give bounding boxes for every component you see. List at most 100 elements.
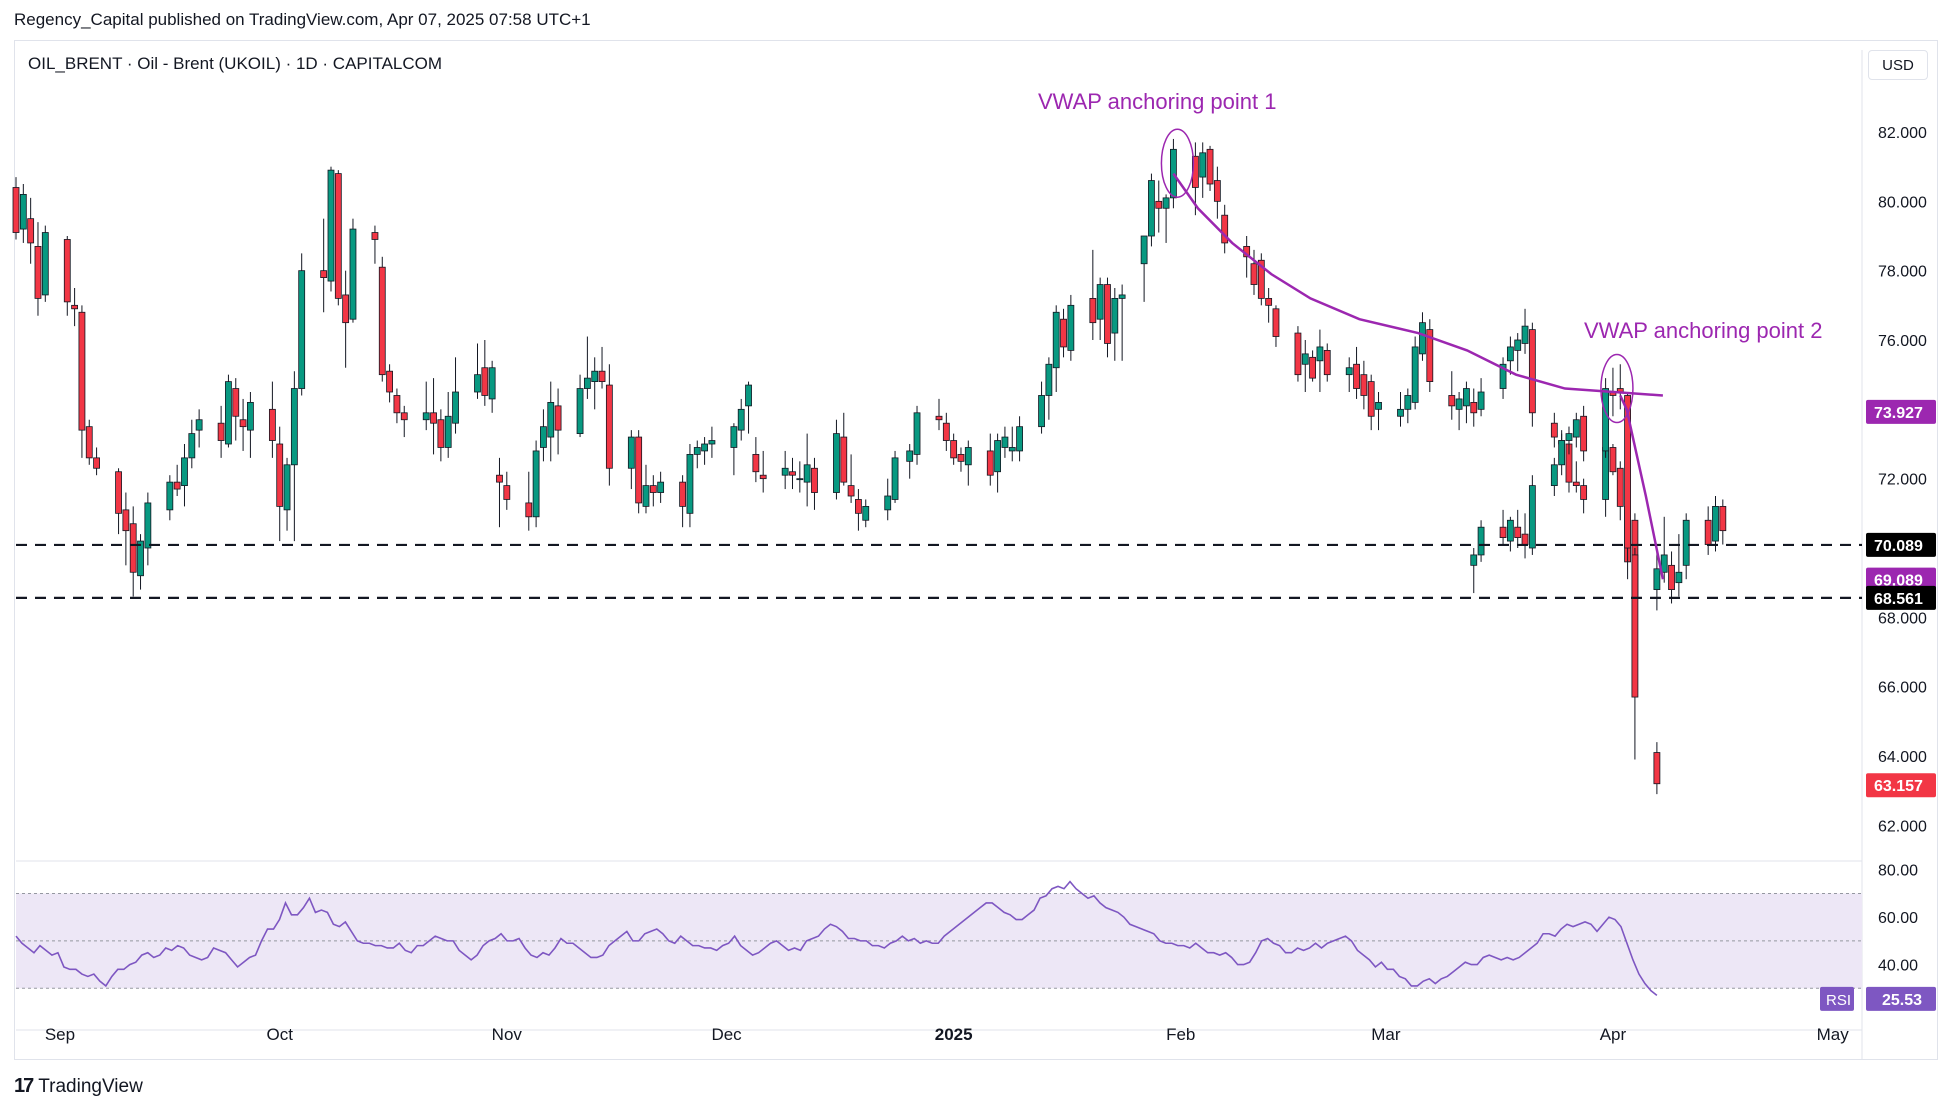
candle-body[interactable]: [1089, 297, 1097, 324]
candle-body[interactable]: [188, 433, 196, 459]
candle-body[interactable]: [730, 426, 738, 448]
candle-body[interactable]: [855, 499, 862, 514]
candle-body[interactable]: [950, 440, 958, 459]
candle-body[interactable]: [1367, 381, 1375, 417]
candle-body[interactable]: [1104, 284, 1111, 344]
candle-body[interactable]: [1506, 346, 1514, 362]
candle-body[interactable]: [452, 391, 459, 424]
candle-body[interactable]: [598, 370, 606, 383]
candle-body[interactable]: [1213, 180, 1221, 202]
vwap-line-1[interactable]: [1172, 172, 1663, 397]
candle-body[interactable]: [1477, 391, 1485, 410]
candle-body[interactable]: [1345, 367, 1353, 376]
candle-body[interactable]: [78, 311, 86, 431]
candle-body[interactable]: [1111, 297, 1119, 334]
candle-body[interactable]: [129, 523, 137, 573]
candle-body[interactable]: [1528, 329, 1536, 414]
candle-body[interactable]: [1140, 235, 1148, 265]
candle-body[interactable]: [1448, 395, 1456, 407]
candle-body[interactable]: [1301, 353, 1309, 365]
candle-body[interactable]: [1624, 395, 1631, 549]
candle-body[interactable]: [803, 464, 811, 483]
candle-body[interactable]: [957, 453, 965, 462]
candle-body[interactable]: [63, 239, 71, 303]
candle-body[interactable]: [27, 218, 35, 244]
currency-button[interactable]: USD: [1868, 50, 1928, 80]
candle-body[interactable]: [232, 388, 240, 417]
candle-body[interactable]: [935, 415, 943, 421]
candle-body[interactable]: [430, 412, 437, 424]
candle-body[interactable]: [759, 474, 767, 480]
candle-body[interactable]: [474, 374, 481, 393]
candle-body[interactable]: [1558, 440, 1566, 466]
candle-body[interactable]: [1719, 505, 1727, 532]
candle-body[interactable]: [781, 467, 789, 476]
candle-body[interactable]: [701, 443, 708, 452]
candle-body[interactable]: [583, 377, 591, 389]
candle-body[interactable]: [225, 381, 232, 445]
candle-body[interactable]: [1426, 329, 1434, 383]
candle-body[interactable]: [847, 485, 855, 497]
candle-body[interactable]: [796, 478, 804, 481]
candle-body[interactable]: [239, 419, 247, 428]
candle-body[interactable]: [1521, 325, 1529, 344]
candle-body[interactable]: [1653, 568, 1661, 590]
candle-body[interactable]: [1572, 419, 1580, 438]
candle-body[interactable]: [547, 401, 555, 438]
candle-body[interactable]: [1580, 415, 1588, 452]
candle-body[interactable]: [986, 450, 994, 476]
candle-body[interactable]: [1550, 464, 1558, 486]
candle-body[interactable]: [1001, 436, 1009, 448]
candle-body[interactable]: [752, 453, 760, 473]
candle-body[interactable]: [349, 228, 357, 320]
candle-body[interactable]: [708, 440, 716, 445]
candle-body[interactable]: [1038, 395, 1045, 428]
candle-body[interactable]: [942, 422, 950, 441]
candle-body[interactable]: [789, 471, 796, 476]
candle-body[interactable]: [840, 436, 848, 483]
candle-body[interactable]: [41, 232, 49, 296]
candle-body[interactable]: [422, 412, 430, 421]
candle-body[interactable]: [334, 173, 342, 299]
anchor-2-ellipse[interactable]: [1600, 353, 1634, 424]
candle-body[interactable]: [217, 422, 225, 441]
candle-body[interactable]: [1704, 519, 1712, 545]
candle-body[interactable]: [290, 388, 298, 466]
candle-body[interactable]: [693, 447, 701, 455]
candle-body[interactable]: [12, 187, 20, 233]
candle-body[interactable]: [635, 436, 643, 504]
candle-body[interactable]: [525, 502, 533, 518]
candle-body[interactable]: [1631, 554, 1639, 698]
candle-body[interactable]: [1118, 294, 1126, 299]
candle-body[interactable]: [1463, 388, 1470, 407]
candle-body[interactable]: [1580, 485, 1588, 500]
candle-body[interactable]: [1375, 401, 1382, 410]
candle-body[interactable]: [1609, 447, 1617, 473]
candle-body[interactable]: [1162, 197, 1170, 209]
candle-body[interactable]: [833, 433, 840, 493]
candle-body[interactable]: [1668, 564, 1675, 590]
candle-body[interactable]: [1653, 752, 1661, 785]
candle-body[interactable]: [400, 412, 408, 421]
candle-body[interactable]: [1008, 447, 1016, 452]
candle-body[interactable]: [437, 419, 445, 448]
candle-body[interactable]: [181, 457, 188, 487]
candle-body[interactable]: [1455, 398, 1463, 410]
candle-body[interactable]: [276, 443, 284, 507]
candle-body[interactable]: [1616, 467, 1624, 507]
candle-body[interactable]: [554, 405, 562, 431]
candle-body[interactable]: [591, 370, 599, 383]
candle-body[interactable]: [1250, 263, 1258, 285]
candle-body[interactable]: [1499, 526, 1507, 539]
candle-body[interactable]: [444, 415, 452, 448]
candle-body[interactable]: [1067, 304, 1075, 351]
candle-body[interactable]: [1309, 356, 1316, 379]
candle-body[interactable]: [166, 481, 174, 511]
candle-body[interactable]: [862, 505, 870, 521]
candle-body[interactable]: [1572, 481, 1580, 486]
candle-body[interactable]: [342, 294, 350, 324]
candle-body[interactable]: [1397, 408, 1404, 417]
candle-body[interactable]: [283, 464, 291, 511]
candle-body[interactable]: [393, 395, 401, 414]
candle-body[interactable]: [649, 485, 657, 493]
